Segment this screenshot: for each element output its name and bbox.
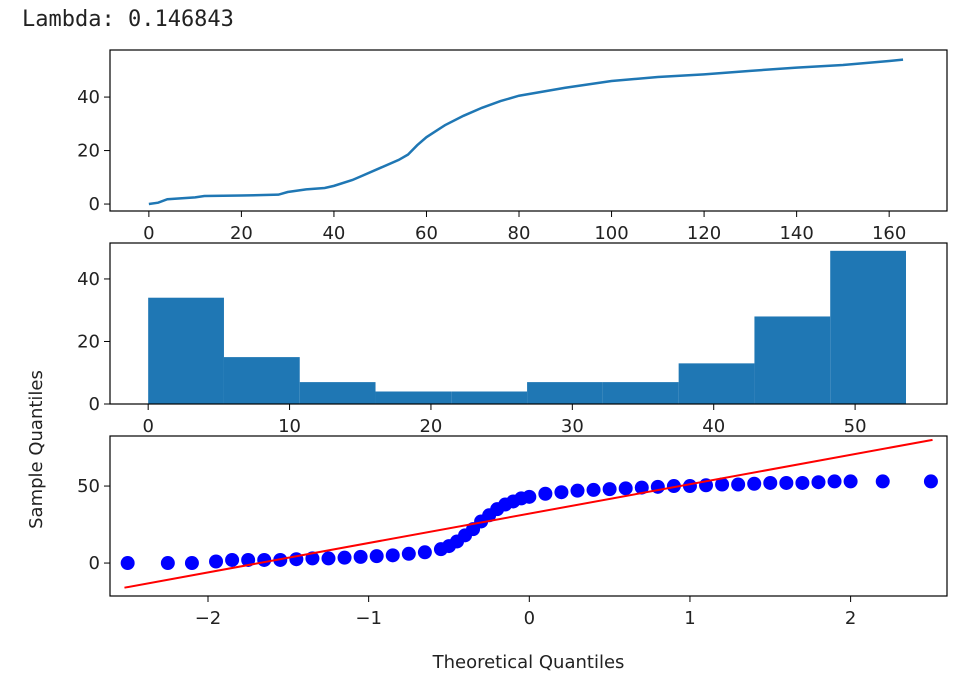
axes-frame <box>109 49 948 212</box>
y-tick-label: 40 <box>77 269 100 290</box>
scatter-point <box>337 550 352 565</box>
hist-bar <box>754 316 831 404</box>
scatter-point <box>120 556 135 571</box>
x-tick-label: 10 <box>278 416 301 437</box>
axes-background <box>110 50 947 211</box>
x-tick-label: 20 <box>419 416 442 437</box>
scatter-point <box>289 552 304 567</box>
scatter-point <box>538 486 553 501</box>
y-tick-label: 0 <box>89 394 100 415</box>
scatter-point <box>160 556 175 571</box>
x-tick-label: 0 <box>142 416 153 437</box>
x-tick-label: 0 <box>524 608 535 629</box>
scatter-point <box>225 552 240 567</box>
hist-bar <box>527 382 603 404</box>
lambda-text: Lambda: 0.146843 <box>22 7 234 32</box>
scatter-point <box>369 549 384 564</box>
scatter-point <box>795 475 810 490</box>
scatter-point <box>586 482 601 497</box>
axes-frame <box>109 435 948 597</box>
x-tick-label: 50 <box>844 416 867 437</box>
hist-bar <box>602 382 679 404</box>
axes-frame <box>109 242 948 405</box>
x-tick-label: −1 <box>355 608 382 629</box>
scatter-point <box>666 479 681 494</box>
hist-bar <box>223 357 300 404</box>
x-tick-label: 20 <box>230 223 253 244</box>
scatter-point <box>923 474 938 489</box>
x-tick-label: 0 <box>143 223 154 244</box>
x-tick-label: 120 <box>687 223 721 244</box>
scatter-point <box>353 549 368 564</box>
scatter-point <box>811 475 826 490</box>
y-tick-label: 20 <box>77 331 100 352</box>
plot-area <box>148 250 906 404</box>
x-tick-label: 160 <box>872 223 906 244</box>
scatter-point <box>570 483 585 498</box>
hist-bar <box>148 297 224 404</box>
x-tick-label: 40 <box>322 223 345 244</box>
hist-bar <box>451 391 528 404</box>
x-tick-label: 30 <box>561 416 584 437</box>
x-axis-label: Theoretical Quantiles <box>432 652 625 673</box>
scatter-point <box>715 477 730 492</box>
scatter-point <box>682 479 697 494</box>
fit-line <box>124 438 933 589</box>
plot-area <box>148 58 904 206</box>
x-tick-label: −2 <box>195 608 222 629</box>
scatter-point <box>184 556 199 571</box>
scatter-point <box>321 551 336 566</box>
scatter-point <box>385 548 400 563</box>
y-tick-label: 0 <box>89 553 100 574</box>
scatter-point <box>731 477 746 492</box>
scatter-point <box>257 552 272 567</box>
scatter-point <box>875 474 890 489</box>
data-line <box>148 58 904 206</box>
scatter-point <box>602 482 617 497</box>
scatter-point <box>843 474 858 489</box>
plot-area <box>120 438 938 589</box>
y-tick-label: 0 <box>89 194 100 215</box>
hist-bar <box>375 391 452 404</box>
scatter-point <box>417 545 432 560</box>
scatter-point <box>401 546 416 561</box>
x-tick-label: 100 <box>594 223 628 244</box>
y-tick-label: 50 <box>77 476 100 497</box>
x-tick-label: 140 <box>779 223 813 244</box>
scatter-point <box>618 481 633 496</box>
scatter-point <box>209 554 224 569</box>
scatter-point <box>779 475 794 490</box>
scatter-point <box>747 476 762 491</box>
x-tick-label: 80 <box>508 223 531 244</box>
x-tick-label: 60 <box>415 223 438 244</box>
scatter-point <box>554 485 569 500</box>
y-tick-label: 40 <box>77 87 100 108</box>
scatter-point <box>634 480 649 495</box>
hist-bar <box>299 382 376 404</box>
y-tick-label: 20 <box>77 141 100 162</box>
x-tick-label: 1 <box>684 608 695 629</box>
scatter-point <box>522 489 537 504</box>
x-tick-label: 40 <box>702 416 725 437</box>
y-axis-label: Sample Quantiles <box>26 370 47 529</box>
scatter-point <box>763 475 778 490</box>
hist-bar <box>830 250 906 404</box>
scatter-point <box>827 474 842 489</box>
hist-bar <box>678 363 755 404</box>
x-tick-label: 2 <box>845 608 856 629</box>
